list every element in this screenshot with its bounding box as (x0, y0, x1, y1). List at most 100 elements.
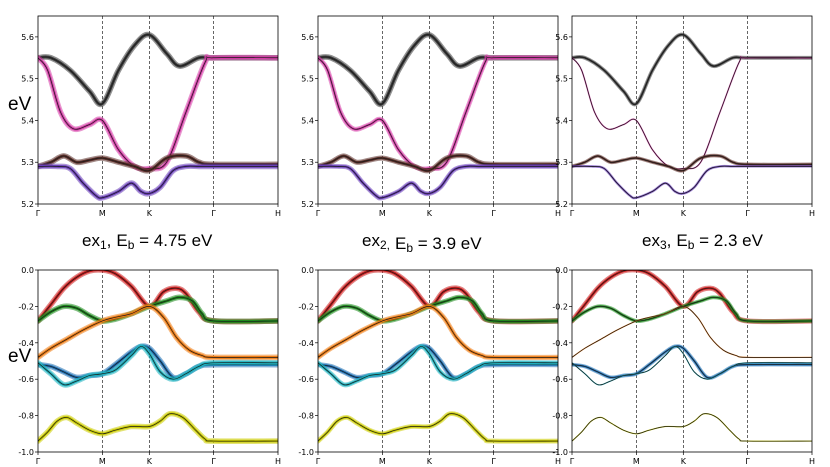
y-tick-label: -1.0 (552, 448, 568, 457)
band-v6 (318, 413, 558, 442)
x-tick-label: Γ (211, 209, 216, 218)
y-tick-label: -0.2 (552, 302, 568, 311)
y-tick-label: 5.6 (301, 33, 314, 42)
x-tick-label: M (633, 209, 640, 218)
x-tick-label: Γ (491, 209, 496, 218)
x-tick-label: M (379, 209, 386, 218)
x-tick-label: H (555, 209, 561, 218)
band-v3 (38, 306, 278, 358)
x-tick-label: H (275, 209, 281, 218)
y-tick-label: -0.6 (552, 375, 568, 384)
x-tick-label: M (99, 457, 106, 466)
axes-frame (571, 15, 813, 205)
panel-valence-ex1: -1.0 -0.8 -0.6 -0.4 -0.2 0.0 Γ M K Γ H (18, 266, 281, 466)
band-c3 (38, 155, 278, 172)
y-tick-label: 5.6 (21, 33, 34, 42)
y-tick-label: 5.5 (555, 75, 568, 84)
y-tick-label: 5.2 (301, 200, 314, 209)
y-tick-label: 5.6 (555, 33, 568, 42)
y-tick-label: -1.0 (298, 448, 314, 457)
panels-group: 5.25.35.45.55.6Γ M K Γ H5.25.35.45.55.6Γ M K Γ H… (18, 15, 815, 466)
y-tick-label: -0.2 (18, 302, 34, 311)
x-tick-label: Γ (745, 209, 750, 218)
axes-frame (317, 15, 559, 205)
axes-frame (37, 269, 279, 453)
band-c2 (318, 56, 558, 170)
y-tick-label: -0.4 (298, 339, 314, 348)
y-tick-label: 5.4 (301, 116, 314, 125)
band-c2 (572, 56, 812, 170)
x-tick-label: M (99, 209, 106, 218)
x-tick-label: Γ (316, 209, 321, 218)
y-tick-label: 5.5 (301, 75, 314, 84)
y-tick-label: -0.4 (552, 339, 568, 348)
x-tick-label: H (555, 457, 561, 466)
axes-frame (571, 269, 813, 453)
x-tick-label: Γ (491, 457, 496, 466)
x-tick-label: Γ (570, 457, 575, 466)
axes-frame (317, 269, 559, 453)
top-row-ylabel: eV (8, 94, 32, 115)
y-tick-label: 5.5 (21, 75, 34, 84)
band-v6 (38, 413, 278, 442)
y-tick-label: -0.8 (552, 412, 568, 421)
panel-valence-ex3: -1.0-0.8-0.6-0.4-0.20.0Γ M K Γ H (552, 266, 815, 466)
y-tick-label: 5.4 (21, 116, 34, 125)
band-c1 (572, 34, 812, 105)
x-tick-label: K (147, 457, 153, 466)
y-tick-label: 5.2 (555, 200, 568, 209)
caption-ex1: ex1, Eb = 4.75 eV (82, 231, 213, 252)
band-v5 (318, 346, 558, 386)
y-tick-label: -0.8 (298, 412, 314, 421)
x-tick-label: Γ (36, 457, 41, 466)
x-tick-label: Γ (570, 209, 575, 218)
panel-valence-ex2: -1.0 -0.8 -0.6 -0.4 -0.2 0.0 Γ M K Γ H (298, 266, 561, 466)
y-tick-label: 5.3 (301, 158, 314, 167)
y-tick-label: -0.6 (18, 375, 34, 384)
band-c3 (318, 155, 558, 172)
x-tick-label: K (427, 457, 433, 466)
y-tick-label: -0.8 (18, 412, 34, 421)
panel-conduction-ex3: 5.25.35.45.55.6Γ M K Γ H (555, 15, 815, 218)
caption-ex2: ex2, Eb = 3.9 eV (362, 231, 482, 255)
y-tick-label: -0.6 (298, 375, 314, 384)
y-tick-label: -0.4 (18, 339, 34, 348)
panel-conduction-ex2: 5.2 5.3 5.4 5.5 5.6 Γ M K Γ H (301, 15, 561, 218)
x-tick-label: K (681, 457, 687, 466)
y-tick-label: 5.4 (555, 116, 568, 125)
y-tick-label: 0.0 (555, 266, 568, 275)
band-c2 (38, 56, 278, 170)
y-tick-label: 0.0 (301, 266, 314, 275)
band-c1 (38, 34, 278, 105)
band-c3 (572, 155, 812, 172)
x-tick-label: H (275, 457, 281, 466)
axes-frame (37, 15, 279, 205)
bottom-row-ylabel: eV (8, 346, 32, 367)
x-tick-label: H (809, 457, 815, 466)
x-tick-label: Γ (745, 457, 750, 466)
band-v5 (38, 346, 278, 386)
band-v6 (572, 413, 812, 442)
y-tick-label: -0.2 (298, 302, 314, 311)
band-c4 (38, 165, 278, 199)
band-c1 (318, 34, 558, 105)
x-tick-label: M (633, 457, 640, 466)
band-v3 (572, 306, 812, 358)
band-v5 (572, 346, 812, 386)
y-tick-label: 5.3 (555, 158, 568, 167)
panel-conduction-ex1: 5.2 5.3 5.4 5.5 5.6 Γ M K Γ H (21, 15, 281, 218)
y-tick-label: 0.0 (21, 266, 34, 275)
y-tick-label: 5.2 (21, 200, 34, 209)
x-tick-label: H (809, 209, 815, 218)
x-tick-label: K (427, 209, 433, 218)
x-tick-label: Γ (211, 457, 216, 466)
x-tick-label: Γ (316, 457, 321, 466)
y-tick-label: -1.0 (18, 448, 34, 457)
x-tick-label: K (147, 209, 153, 218)
x-tick-label: Γ (36, 209, 41, 218)
x-tick-label: M (379, 457, 386, 466)
caption-ex3: ex3, Eb = 2.3 eV (642, 231, 764, 252)
band-v3 (318, 306, 558, 358)
x-tick-label: K (681, 209, 687, 218)
